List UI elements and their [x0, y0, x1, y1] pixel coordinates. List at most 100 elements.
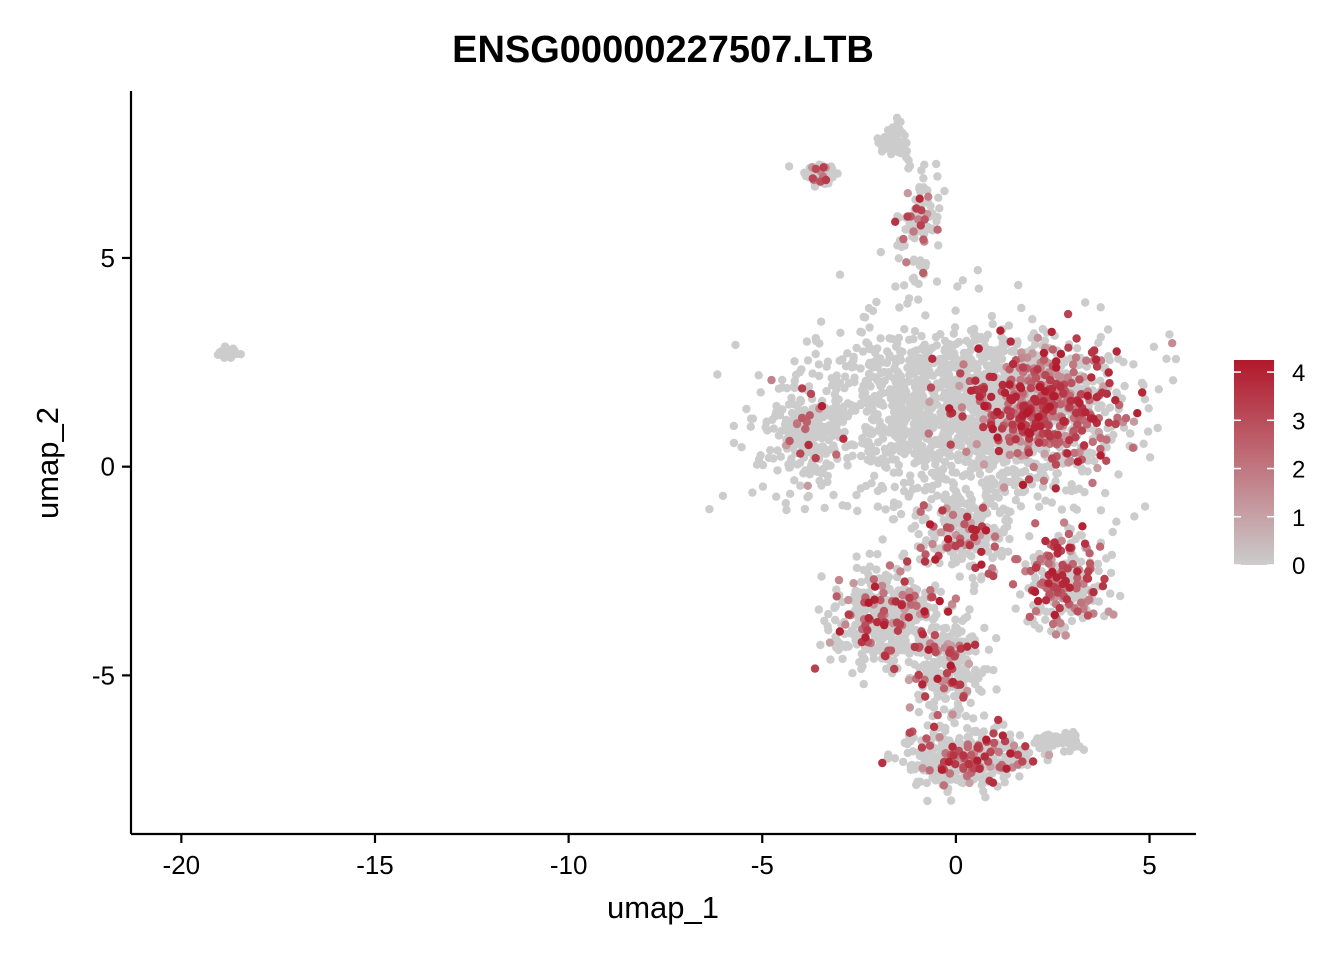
cell-point — [981, 793, 990, 802]
cell-point — [1003, 547, 1013, 556]
cell-point — [969, 586, 979, 596]
cell-point — [907, 600, 916, 609]
cell-point — [1088, 437, 1098, 447]
cell-point — [1171, 354, 1181, 364]
cell-point — [916, 256, 925, 265]
cell-point — [1067, 480, 1076, 489]
cell-point — [928, 592, 937, 602]
cell-point — [773, 466, 782, 475]
cell-point — [977, 356, 987, 366]
cell-point — [1033, 365, 1042, 374]
cell-point — [1104, 418, 1114, 427]
cell-point — [1051, 460, 1061, 469]
x-tick-label: 5 — [1142, 850, 1156, 880]
cell-point — [899, 234, 908, 244]
cell-point — [811, 164, 820, 174]
cell-point — [1045, 402, 1055, 411]
cell-point — [1081, 408, 1090, 417]
cell-point — [864, 304, 874, 313]
cell-point — [1009, 741, 1019, 750]
cell-point — [880, 620, 889, 630]
cell-point — [986, 747, 995, 757]
cell-point — [1018, 757, 1027, 766]
cell-point — [1033, 737, 1043, 746]
cell-point — [1046, 376, 1055, 385]
cell-point — [790, 476, 799, 485]
cell-point — [918, 630, 927, 639]
cell-point — [865, 323, 874, 332]
cell-point — [951, 615, 960, 624]
cell-point — [944, 370, 953, 379]
cell-point — [958, 616, 967, 626]
cell-point — [1044, 559, 1053, 568]
cell-point — [948, 710, 957, 719]
cell-point — [1065, 436, 1074, 445]
cell-point — [1060, 747, 1069, 756]
cell-point — [1093, 559, 1103, 568]
cell-point — [919, 174, 928, 183]
cell-point — [1031, 563, 1041, 572]
cell-point — [820, 503, 829, 513]
cell-point — [819, 163, 828, 172]
cell-point — [940, 447, 950, 457]
cell-point — [1065, 543, 1074, 552]
cell-point — [913, 417, 922, 426]
cell-point — [1094, 338, 1103, 348]
cell-point — [1071, 353, 1081, 362]
cell-point — [896, 567, 905, 576]
cell-point — [938, 506, 947, 515]
cell-point — [990, 501, 999, 511]
cell-point — [858, 347, 868, 356]
cell-point — [932, 277, 942, 286]
cell-point — [977, 572, 986, 581]
cell-point — [946, 390, 956, 399]
cell-point — [893, 117, 902, 127]
cell-point — [1162, 354, 1171, 363]
cell-point — [877, 358, 887, 367]
cell-point — [782, 416, 791, 425]
cell-point — [817, 469, 826, 478]
cell-point — [975, 469, 985, 479]
cell-point — [1073, 457, 1083, 466]
cell-point — [979, 415, 988, 424]
cell-point — [1096, 451, 1105, 460]
cell-point — [1034, 438, 1044, 447]
legend-tick-label: 1 — [1292, 505, 1305, 532]
cell-point — [1078, 522, 1087, 531]
cell-point — [1051, 484, 1061, 493]
cell-point — [1000, 524, 1009, 533]
cell-point — [1050, 738, 1059, 747]
cell-point — [792, 430, 801, 439]
cell-point — [1145, 453, 1155, 462]
cell-point — [803, 493, 812, 502]
cell-point — [831, 401, 841, 410]
cell-point — [1056, 400, 1065, 409]
y-tick-label: -5 — [92, 660, 115, 690]
cell-point — [775, 410, 785, 420]
cell-point — [904, 613, 913, 622]
cell-point — [992, 685, 1001, 694]
cell-point — [935, 596, 944, 606]
cell-point — [868, 363, 877, 372]
cell-point — [971, 647, 980, 656]
cell-point — [748, 414, 758, 423]
cell-point — [932, 610, 941, 619]
cell-point — [833, 378, 843, 387]
cell-point — [975, 764, 984, 773]
cell-point — [1030, 587, 1040, 597]
cell-point — [942, 523, 952, 532]
cell-point — [843, 454, 852, 463]
cell-point — [1041, 496, 1050, 505]
cell-point — [1129, 417, 1139, 426]
cell-point — [905, 728, 914, 737]
cell-point — [1013, 449, 1022, 458]
cell-point — [933, 172, 942, 181]
cell-point — [885, 415, 894, 424]
cell-point — [1070, 742, 1080, 751]
cell-point — [977, 781, 986, 790]
cell-point — [907, 436, 916, 445]
cell-point — [919, 456, 928, 466]
cell-point — [1061, 486, 1071, 495]
cell-point — [956, 538, 965, 548]
cell-point — [953, 454, 963, 463]
